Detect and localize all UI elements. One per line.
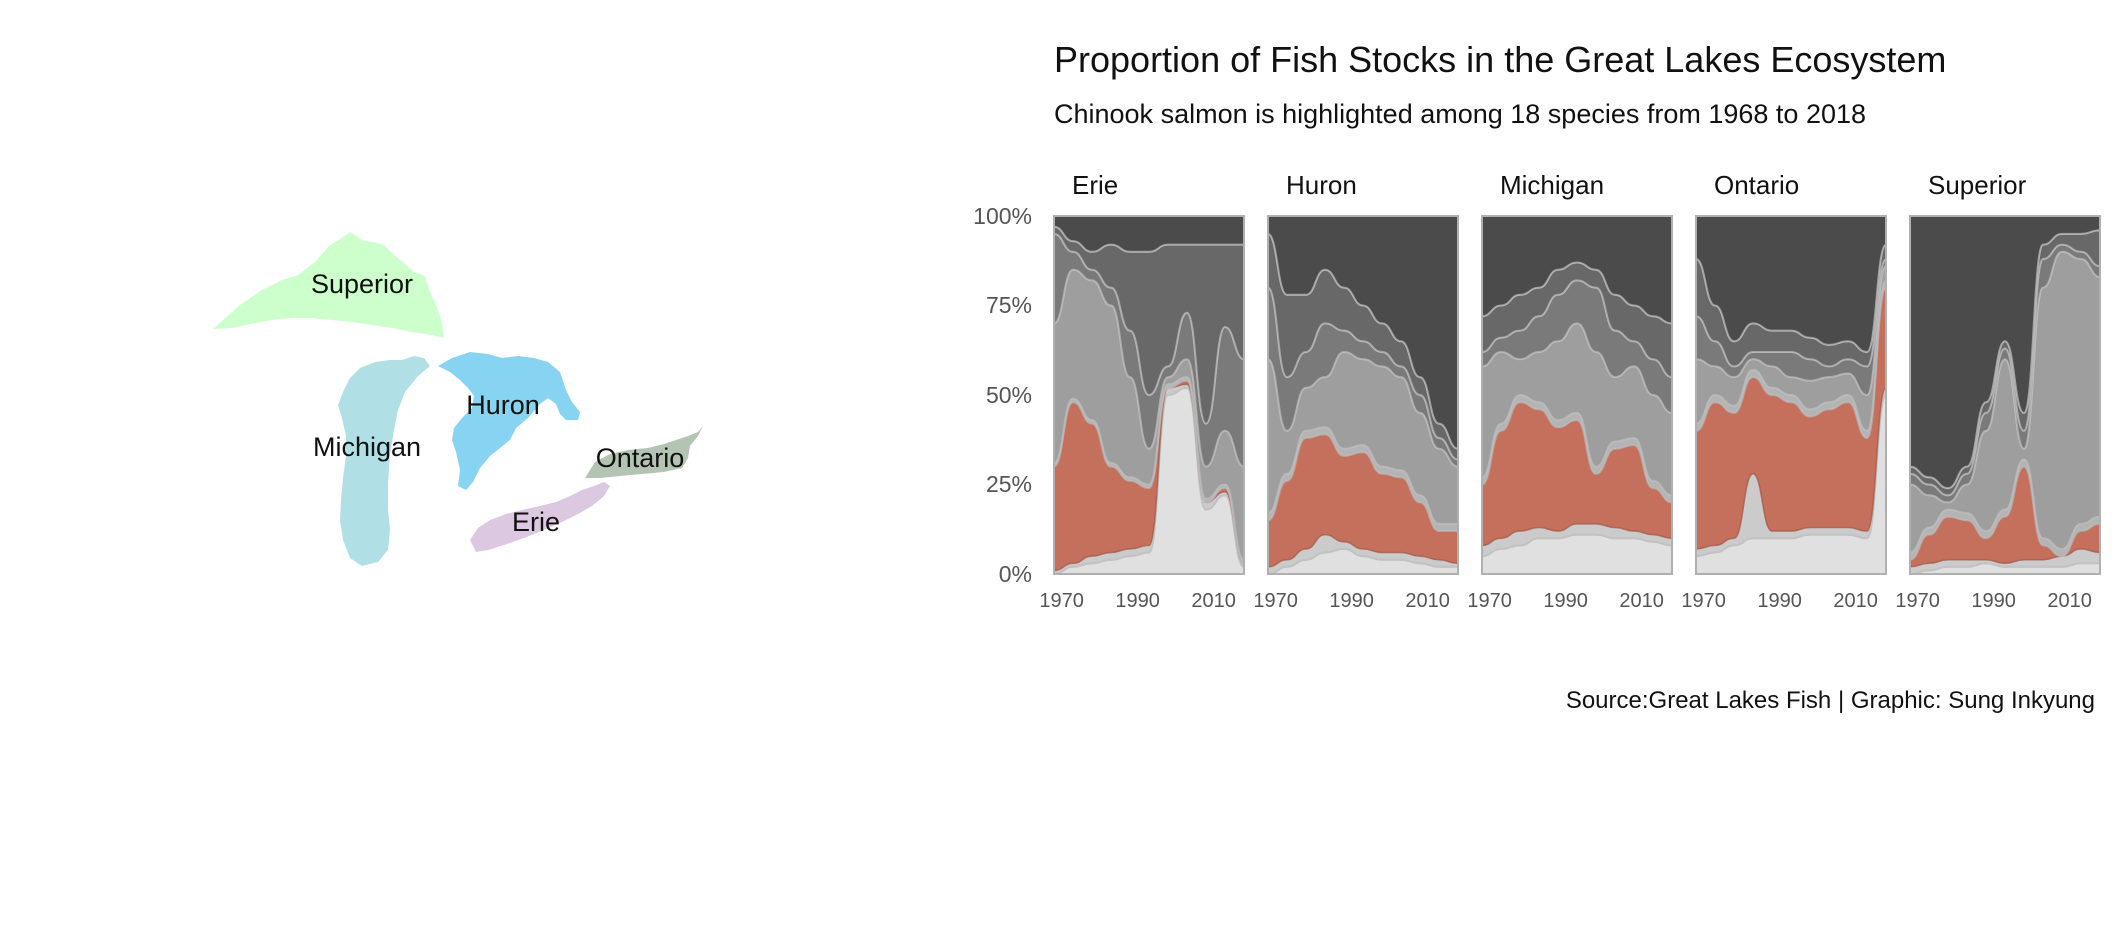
y-tick-label: 25%	[986, 471, 1032, 497]
facet-huron: Huron 1970 1990 2010	[1253, 170, 1459, 612]
lake-label-michigan: Michigan	[313, 432, 421, 462]
facet-michigan: Michigan 1970 1990 2010	[1467, 170, 1673, 612]
y-tick-label: 50%	[986, 382, 1032, 408]
panel-border	[1481, 215, 1673, 575]
x-tick-label: 1970	[1681, 590, 1726, 612]
y-axis: 100% 75% 50% 25% 0%	[973, 203, 1032, 587]
facet-superior: Superior 1970 1990 2010	[1895, 170, 2101, 612]
facet-label: Ontario	[1714, 170, 1799, 200]
chart-title: Proportion of Fish Stocks in the Great L…	[1054, 39, 1946, 80]
chart-subtitle: Chinook salmon is highlighted among 18 s…	[1054, 99, 1866, 129]
lake-superior-shape	[213, 232, 444, 338]
facet-label: Huron	[1286, 170, 1357, 200]
facet-label: Michigan	[1500, 170, 1604, 200]
x-tick-label: 2010	[1405, 590, 1450, 612]
x-tick-label: 1970	[1253, 590, 1298, 612]
x-tick-label: 1970	[1467, 590, 1512, 612]
x-tick-label: 1990	[1329, 590, 1374, 612]
lake-ontario-shape	[585, 426, 703, 478]
panel-border	[1267, 215, 1459, 575]
x-tick-label: 2010	[1833, 590, 1878, 612]
lake-label-superior: Superior	[311, 269, 413, 299]
great-lakes-map: Superior Huron Michigan Ontario Erie	[213, 232, 703, 566]
lake-label-erie: Erie	[512, 507, 560, 537]
x-tick-label: 2010	[1619, 590, 1664, 612]
panel-border	[1909, 215, 2101, 575]
x-tick-label: 1990	[1543, 590, 1588, 612]
y-tick-label: 0%	[999, 561, 1032, 587]
lake-michigan-shape	[338, 356, 430, 566]
x-tick-label: 1970	[1039, 590, 1084, 612]
panel-border	[1695, 215, 1887, 575]
y-tick-label: 100%	[973, 203, 1032, 229]
y-tick-label: 75%	[986, 292, 1032, 318]
x-tick-label: 2010	[2047, 590, 2092, 612]
x-tick-label: 1990	[1971, 590, 2016, 612]
lake-huron-shape	[438, 352, 580, 490]
x-tick-label: 1990	[1757, 590, 1802, 612]
lake-erie-shape	[470, 482, 610, 552]
lake-label-huron: Huron	[466, 390, 540, 420]
chart-caption: Source:Great Lakes Fish | Graphic: Sung …	[1566, 687, 2095, 714]
facet-label: Superior	[1928, 170, 2027, 200]
x-tick-label: 1990	[1115, 590, 1160, 612]
x-tick-label: 1970	[1895, 590, 1940, 612]
x-tick-label: 2010	[1191, 590, 1236, 612]
facet-erie: Erie 1970 1990 2010	[1039, 170, 1245, 612]
facet-label: Erie	[1072, 170, 1118, 200]
lake-label-ontario: Ontario	[596, 443, 685, 473]
panel-border	[1053, 215, 1245, 575]
facet-ontario: Ontario 1970 1990 2010	[1681, 170, 1887, 612]
